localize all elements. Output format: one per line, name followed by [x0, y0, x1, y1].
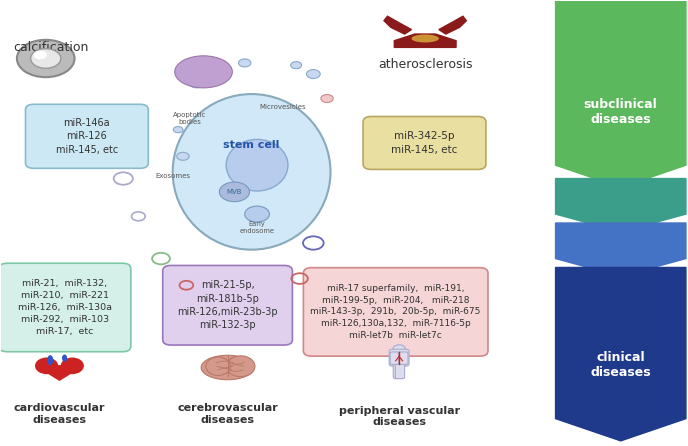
Circle shape: [245, 206, 270, 222]
Text: MVB: MVB: [226, 189, 242, 195]
Text: miR-21-5p,
miR-181b-5p
miR-126,miR-23b-3p
miR-132-3p: miR-21-5p, miR-181b-5p miR-126,miR-23b-3…: [178, 281, 278, 330]
Circle shape: [173, 127, 183, 133]
Ellipse shape: [201, 355, 254, 380]
Ellipse shape: [411, 34, 439, 42]
Text: Apoptotic
bodies: Apoptotic bodies: [173, 112, 206, 125]
Circle shape: [239, 59, 251, 67]
Ellipse shape: [226, 356, 255, 377]
Polygon shape: [555, 268, 686, 441]
FancyBboxPatch shape: [396, 362, 405, 379]
Text: miR-146a
miR-126
miR-145, etc: miR-146a miR-126 miR-145, etc: [56, 118, 118, 154]
Circle shape: [321, 95, 333, 103]
Text: Microvesicles: Microvesicles: [259, 104, 305, 111]
Circle shape: [291, 62, 301, 69]
Circle shape: [393, 345, 405, 353]
Text: atherosclerosis: atherosclerosis: [378, 58, 473, 71]
Text: subclinical
diseases: subclinical diseases: [584, 98, 658, 126]
Circle shape: [34, 50, 47, 59]
Text: peripheral vascular
diseases: peripheral vascular diseases: [338, 405, 460, 427]
FancyBboxPatch shape: [390, 352, 400, 364]
Text: Early
endosome: Early endosome: [239, 221, 275, 234]
Text: miR-342-5p
miR-145, etc: miR-342-5p miR-145, etc: [391, 132, 458, 155]
Polygon shape: [36, 366, 83, 380]
Polygon shape: [555, 1, 686, 187]
Text: stem cell: stem cell: [224, 140, 280, 150]
Text: miR-21,  miR-132,
miR-210,  miR-221
miR-126,  miR-130a
miR-292,  miR-103
miR-17,: miR-21, miR-132, miR-210, miR-221 miR-12…: [18, 279, 112, 335]
FancyBboxPatch shape: [303, 268, 488, 356]
Text: clinical
diseases: clinical diseases: [590, 351, 651, 379]
Circle shape: [177, 152, 189, 160]
Text: cerebrovascular
diseases: cerebrovascular diseases: [178, 403, 278, 425]
Text: calcification: calcification: [13, 41, 88, 54]
Polygon shape: [384, 16, 411, 34]
Ellipse shape: [61, 358, 84, 374]
Text: Exosomes: Exosomes: [155, 173, 190, 179]
Circle shape: [17, 40, 74, 77]
Ellipse shape: [47, 355, 53, 365]
Polygon shape: [394, 34, 456, 47]
Circle shape: [189, 78, 204, 88]
Ellipse shape: [35, 358, 58, 374]
Ellipse shape: [175, 56, 233, 88]
Circle shape: [306, 70, 320, 78]
Ellipse shape: [62, 355, 67, 362]
Circle shape: [219, 182, 250, 202]
Polygon shape: [555, 178, 686, 232]
Text: cardiovascular
diseases: cardiovascular diseases: [14, 403, 105, 425]
Text: miR-17 superfamily,  miR-191,
miR-199-5p,  miR-204,   miR-218
miR-143-3p,  291b,: miR-17 superfamily, miR-191, miR-199-5p,…: [310, 284, 481, 340]
FancyBboxPatch shape: [394, 362, 402, 379]
Circle shape: [212, 66, 223, 73]
Ellipse shape: [226, 140, 288, 191]
FancyBboxPatch shape: [25, 104, 149, 168]
FancyBboxPatch shape: [0, 263, 131, 352]
FancyBboxPatch shape: [363, 116, 486, 169]
Polygon shape: [439, 16, 466, 34]
Ellipse shape: [206, 357, 230, 376]
FancyBboxPatch shape: [398, 352, 408, 364]
Circle shape: [31, 49, 61, 68]
FancyBboxPatch shape: [163, 265, 292, 345]
Polygon shape: [555, 223, 686, 277]
FancyBboxPatch shape: [389, 349, 409, 366]
Ellipse shape: [173, 94, 330, 250]
